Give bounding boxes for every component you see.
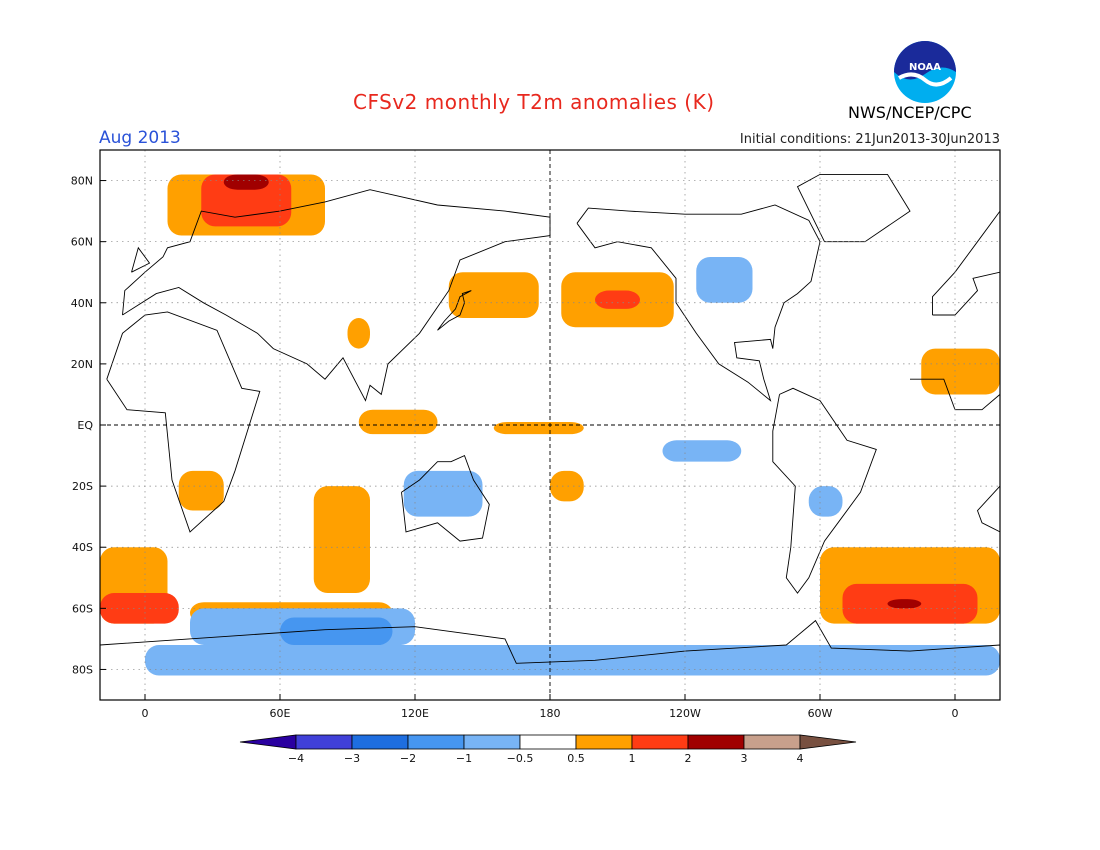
colorbar-bin <box>575 734 633 750</box>
agency-label: NWS/NCEP/CPC <box>848 103 972 122</box>
anomaly-regions <box>100 174 1000 676</box>
anomaly-region <box>358 409 438 435</box>
graticule <box>100 150 1000 700</box>
anomaly-region <box>493 421 584 435</box>
latitude-label: 60S <box>72 602 93 615</box>
latitude-label: 40N <box>71 297 93 310</box>
colorbar-tick-label: 4 <box>797 752 804 765</box>
coastline <box>437 290 472 331</box>
longitude-label: 60W <box>808 707 833 720</box>
anomaly-region <box>808 486 843 517</box>
coastline <box>100 619 1000 700</box>
colorbar-max-arrow <box>799 734 857 750</box>
latitude-label: 80S <box>72 663 93 676</box>
initial-conditions-label: Initial conditions: 21Jun2013-30Jun2013 <box>739 132 1000 147</box>
colorbar-tick-label: 0.5 <box>567 752 585 765</box>
noaa-logo-text: NOAA <box>909 62 941 73</box>
latitude-label: 20S <box>72 480 93 493</box>
chart-title: CFSv2 monthly T2m anomalies (K) <box>353 90 715 114</box>
anomaly-region <box>887 599 922 609</box>
longitude-label: 0 <box>142 707 149 720</box>
anomaly-region <box>595 290 640 309</box>
anomaly-region <box>448 272 539 319</box>
colorbar-tick-label: −0.5 <box>507 752 534 765</box>
anomaly-region <box>178 470 224 511</box>
colorbar-tick-label: 2 <box>685 752 692 765</box>
colorbar-tick-label: 3 <box>741 752 748 765</box>
anomaly-region <box>280 617 393 645</box>
latitude-label: 80N <box>71 175 93 188</box>
colorbar-bin <box>351 734 409 750</box>
coastline <box>772 387 877 594</box>
coastline <box>401 454 490 542</box>
anomaly-region <box>550 470 584 502</box>
longitude-label: 120E <box>401 707 429 720</box>
anomaly-region <box>145 645 1000 676</box>
noaa-logo-icon: NOAA <box>894 41 956 103</box>
coastline <box>106 311 261 533</box>
colorbar-bin <box>743 734 801 750</box>
land-outlines <box>100 173 1000 700</box>
anomaly-region <box>921 348 1000 395</box>
colorbar-bin <box>519 734 577 750</box>
latitude-label: 40S <box>72 541 93 554</box>
longitude-label: 60E <box>270 707 291 720</box>
colorbar-bin <box>295 734 353 750</box>
coastline <box>932 210 1000 316</box>
coastline <box>576 204 821 402</box>
anomaly-region <box>201 174 292 227</box>
anomaly-region <box>696 256 753 303</box>
longitude-label: 180 <box>540 707 561 720</box>
valid-month-label: Aug 2013 <box>99 128 181 148</box>
colorbar: −4 −3 −2 −1 −0.5 0.5 1 2 3 4 <box>239 734 857 765</box>
colorbar-bin <box>631 734 689 750</box>
colorbar-tick-label: −3 <box>344 752 360 765</box>
colorbar-bin <box>687 734 745 750</box>
colorbar-min-arrow <box>239 734 297 750</box>
colorbar-tick-label: 1 <box>629 752 636 765</box>
anomaly-region <box>662 440 742 462</box>
latitude-label: 20N <box>71 358 93 371</box>
anomaly-region <box>313 486 370 594</box>
colorbar-tick-label: −1 <box>456 752 472 765</box>
coastline <box>910 378 1000 533</box>
longitude-label: 0 <box>952 707 959 720</box>
coastline <box>122 189 551 402</box>
latitude-label: 60N <box>71 236 93 249</box>
anomaly-region <box>223 174 269 190</box>
anomaly-region <box>347 318 370 349</box>
colorbar-tick-label: −4 <box>288 752 304 765</box>
colorbar-tick-label: −2 <box>400 752 416 765</box>
colorbar-bin <box>463 734 521 750</box>
longitude-label: 120W <box>669 707 701 720</box>
axis-labels: 80N 60N 40N 20N EQ 20S 40S 60S 80S 0 60E 120E 180 120… <box>71 175 959 720</box>
latitude-label: EQ <box>77 419 93 432</box>
coastline <box>131 246 151 273</box>
anomaly-region <box>403 470 483 517</box>
colorbar-bin <box>407 734 465 750</box>
